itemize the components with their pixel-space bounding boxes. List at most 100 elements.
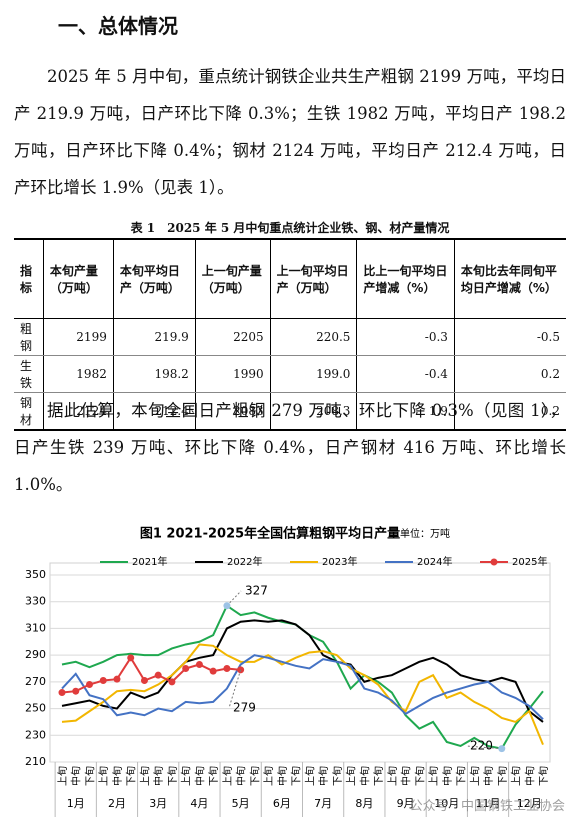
x-tick-label: 下旬 [331, 766, 344, 786]
point [113, 675, 121, 683]
month-label: 8月 [355, 797, 373, 810]
legend-label: 2023年 [322, 555, 357, 568]
watermark: 公众号 · 中国钢铁工业协会 [410, 799, 565, 814]
y-tick-label: 210 [25, 755, 46, 768]
table-row: 生铁 1982 198.2 1990 199.0 -0.4 0.2 [14, 355, 566, 393]
point [209, 667, 217, 675]
annotation-marker [223, 602, 231, 610]
month-label: 5月 [232, 797, 250, 810]
table-cell: 0.2 [453, 392, 566, 431]
table-cell: 生铁 [14, 355, 44, 393]
x-tick-label: 上旬 [345, 766, 358, 786]
annotation-leader [226, 590, 242, 607]
annotation-leader [228, 669, 242, 709]
plot-frame [49, 562, 551, 763]
x-tick-label: 下旬 [372, 766, 385, 786]
table-cell: 2199 [42, 318, 114, 356]
table-cell: 2205 [194, 318, 271, 356]
table-cell: -0.3 [356, 318, 455, 356]
table-cell: 198.2 [112, 355, 196, 393]
legend-label: 2021年 [132, 555, 167, 568]
heading: 一、总体情况 [58, 14, 178, 38]
chart-unit: 单位：万吨 [400, 527, 450, 540]
month-label: 3月 [149, 797, 167, 810]
x-tick-label: 下旬 [413, 766, 426, 786]
x-tick-label: 中旬 [276, 766, 289, 786]
point [85, 681, 93, 689]
point [237, 666, 245, 674]
x-tick-label: 下旬 [166, 766, 179, 786]
x-tick-label: 中旬 [317, 766, 330, 786]
chart: 图1 2021-2025年全国估算粗钢平均日产量 单位：万吨 210 230 250 27… [25, 526, 565, 817]
x-tick-label: 上旬 [221, 766, 234, 786]
table-header-cell: 比上一旬平均日产增减（%） [356, 238, 455, 319]
legend-marker [490, 558, 498, 566]
table-header-cell: 指标 [14, 238, 44, 319]
point [140, 677, 148, 685]
paragraph: 2025 年 5 月中旬，重点统计钢铁企业共生产粗钢 2199 万吨，平均日产 … [14, 67, 566, 197]
x-tick-label: 上旬 [56, 766, 69, 786]
month-label: 6月 [273, 797, 291, 810]
annotation: 327 [245, 584, 268, 598]
point [99, 677, 107, 685]
table-header-cell: 本旬比去年同旬平均日产增减（%） [453, 238, 566, 319]
annotation-leader [465, 745, 502, 750]
y-tick-label: 350 [25, 568, 46, 581]
x-tick-label: 下旬 [83, 766, 96, 786]
annotation: 220 [470, 739, 493, 753]
x-tick-label: 上旬 [303, 766, 316, 786]
table-header-cell: 上一旬平均日产（万吨） [269, 238, 357, 319]
x-tick-label: 上旬 [180, 766, 193, 786]
y-tick-label: 230 [25, 728, 46, 741]
table-cell: 2124 [42, 392, 114, 431]
table-cell: 0.2 [453, 355, 566, 393]
table-cell: 199.0 [269, 355, 357, 393]
series-line [61, 643, 544, 746]
month-label: 11月 [476, 797, 501, 810]
table-cell: 1990 [194, 355, 271, 393]
point [154, 671, 162, 679]
table-cell: -0.4 [356, 355, 455, 393]
table-cell: 212.4 [112, 392, 196, 431]
x-tick-label: 中旬 [70, 766, 83, 786]
point [182, 665, 190, 672]
point [168, 678, 176, 686]
paragraph: 据此估算，本旬全国日产粗钢 279 万吨、环比下降 0.3%（见图 1），日产生… [14, 401, 566, 494]
table-cell: 2083 [194, 392, 271, 431]
x-tick-label: 下旬 [496, 766, 509, 786]
series-line [61, 619, 544, 723]
table-header-cell: 本旬产量（万吨） [42, 238, 114, 319]
legend-label: 2022年 [227, 555, 262, 568]
table: 指标 本旬产量（万吨） 本旬平均日产（万吨） 上一旬产量（万吨） 上一旬平均日产（万吨）… [14, 238, 566, 431]
month-label: 7月 [314, 797, 332, 810]
x-tick-label: 中旬 [482, 766, 495, 786]
point [127, 654, 135, 662]
month-label: 9月 [397, 797, 415, 810]
legend-label: 2025年 [512, 555, 547, 568]
x-tick-label: 中旬 [111, 766, 124, 786]
x-tick-label: 上旬 [138, 766, 151, 786]
table-cell: 粗钢 [14, 318, 44, 356]
point [195, 660, 203, 668]
y-tick-label: 270 [25, 675, 46, 688]
x-tick-label: 下旬 [290, 766, 303, 786]
table-row: 钢材 2124 212.4 2083 208.3 1.9 0.2 [14, 392, 566, 431]
x-tick-label: 中旬 [523, 766, 536, 786]
x-tick-label: 中旬 [400, 766, 413, 786]
x-tick-label: 上旬 [262, 766, 275, 786]
y-tick-label: 330 [25, 595, 46, 608]
series-line [61, 654, 544, 720]
point [72, 687, 80, 695]
x-tick-label: 下旬 [248, 766, 261, 786]
x-tick-label: 中旬 [193, 766, 206, 786]
table-cell: 1982 [42, 355, 114, 393]
table-caption: 表 1 2025 年 5 月中旬重点统计企业铁、钢、材产量情况 [130, 221, 450, 235]
x-tick-label: 中旬 [152, 766, 165, 786]
legend-label: 2024年 [417, 555, 452, 568]
annotation-marker [498, 745, 506, 753]
table-cell: 220.5 [269, 318, 357, 356]
x-tick-label: 中旬 [235, 766, 248, 786]
month-label: 2月 [108, 797, 126, 810]
table-header-cell: 本旬平均日产（万吨） [112, 238, 196, 319]
